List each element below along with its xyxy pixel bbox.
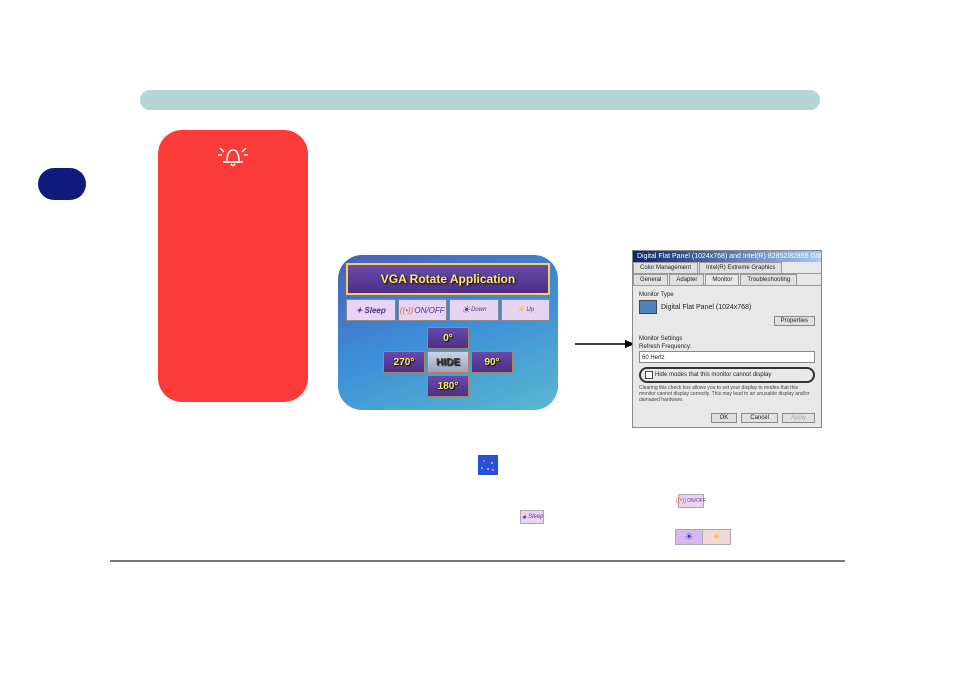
brightness-down-mini[interactable]: ☀	[676, 530, 703, 544]
onoff-label: ON/OFF	[414, 306, 444, 315]
page-number-badge	[38, 168, 86, 200]
sun-light-icon: ☀	[516, 305, 525, 316]
header-bar	[140, 90, 820, 110]
onoff-icon: ((•))	[400, 306, 413, 315]
monitor-type-label: Monitor Type	[639, 292, 815, 298]
monitor-settings-label: Monitor Settings	[639, 336, 815, 342]
monitor-properties-dialog: Digital Flat Panel (1024x768) and Intel(…	[632, 250, 822, 428]
sun-dark-mini-icon: ☀	[685, 532, 694, 543]
rotate-270-button[interactable]: 270°	[383, 351, 425, 373]
apply-button[interactable]: Apply	[782, 413, 815, 423]
sleep-icon: ✦	[356, 306, 363, 315]
sun-light-mini-icon: ☀	[712, 532, 721, 543]
tab-adapter[interactable]: Adapter	[669, 274, 704, 285]
properties-button[interactable]: Properties	[774, 316, 815, 326]
monitor-icon	[639, 300, 657, 314]
brightness-mini-control: ☀ ☀	[675, 529, 731, 545]
hide-modes-label: Hide modes that this monitor cannot disp…	[655, 372, 771, 378]
down-label: Down	[471, 307, 486, 313]
arrow-pointer-icon	[575, 338, 635, 350]
brightness-up-mini[interactable]: ☀	[703, 530, 730, 544]
tab-general[interactable]: General	[633, 274, 668, 285]
tab-monitor[interactable]: Monitor	[705, 274, 739, 285]
rotate-90-button[interactable]: 90°	[471, 351, 513, 373]
brightness-up-button[interactable]: ☀ Up	[501, 299, 551, 321]
hide-modes-checkbox[interactable]	[645, 371, 653, 379]
galaxy-app-icon[interactable]	[478, 455, 498, 475]
brightness-down-button[interactable]: ☀ Down	[449, 299, 499, 321]
tab-troubleshooting[interactable]: Troubleshooting	[740, 274, 797, 285]
dialog-tabs-row2: General Adapter Monitor Troubleshooting	[633, 274, 821, 286]
rotate-hide-button[interactable]: HIDE	[427, 351, 469, 373]
refresh-frequency-label: Refresh Frequency:	[639, 344, 815, 350]
alarm-bell-icon	[213, 140, 253, 170]
sun-dark-icon: ☀	[461, 305, 470, 316]
onoff-button[interactable]: ((•)) ON/OFF	[398, 299, 448, 321]
dialog-body: Monitor Type Digital Flat Panel (1024x76…	[633, 286, 821, 407]
sleep-button[interactable]: ✦ Sleep	[346, 299, 396, 321]
sleep-mini-label: Sleep	[528, 514, 543, 520]
cancel-button[interactable]: Cancel	[741, 413, 778, 423]
dialog-titlebar: Digital Flat Panel (1024x768) and Intel(…	[633, 251, 821, 262]
rotate-0-button[interactable]: 0°	[427, 327, 469, 349]
onoff-mini-label: ON/OFF	[687, 498, 706, 504]
dialog-tabs-row1: Color Management Intel(R) Extreme Graphi…	[633, 262, 821, 274]
sleep-label: Sleep	[364, 306, 385, 315]
dialog-button-row: OK Cancel Apply	[711, 413, 815, 423]
vga-rotate-application: VGA Rotate Application ✦ Sleep ((•)) ON/…	[338, 255, 558, 410]
ok-button[interactable]: OK	[711, 413, 738, 423]
onoff-mini-icon: ((•))	[676, 498, 686, 504]
onoff-mini-button[interactable]: ((•)) ON/OFF	[678, 494, 704, 508]
rotate-app-title: VGA Rotate Application	[346, 263, 550, 295]
tab-intel-graphics[interactable]: Intel(R) Extreme Graphics	[699, 262, 782, 273]
up-label: Up	[526, 307, 534, 313]
tab-color-management[interactable]: Color Management	[633, 262, 698, 273]
rotate-180-button[interactable]: 180°	[427, 375, 469, 397]
refresh-frequency-select[interactable]: 60 Hertz	[639, 351, 815, 363]
hide-modes-checkbox-row[interactable]: Hide modes that this monitor cannot disp…	[639, 367, 815, 383]
sleep-mini-icon: ✦	[520, 513, 527, 522]
warning-box	[158, 130, 308, 402]
monitor-name-text: Digital Flat Panel (1024x768)	[661, 304, 751, 311]
sleep-mini-button[interactable]: ✦ Sleep	[520, 510, 544, 524]
footer-divider	[110, 560, 845, 562]
dialog-note-text: Clearing this check box allows you to se…	[639, 385, 815, 401]
rotate-cross-controls: 0° 270° HIDE 90° 180°	[346, 325, 550, 405]
